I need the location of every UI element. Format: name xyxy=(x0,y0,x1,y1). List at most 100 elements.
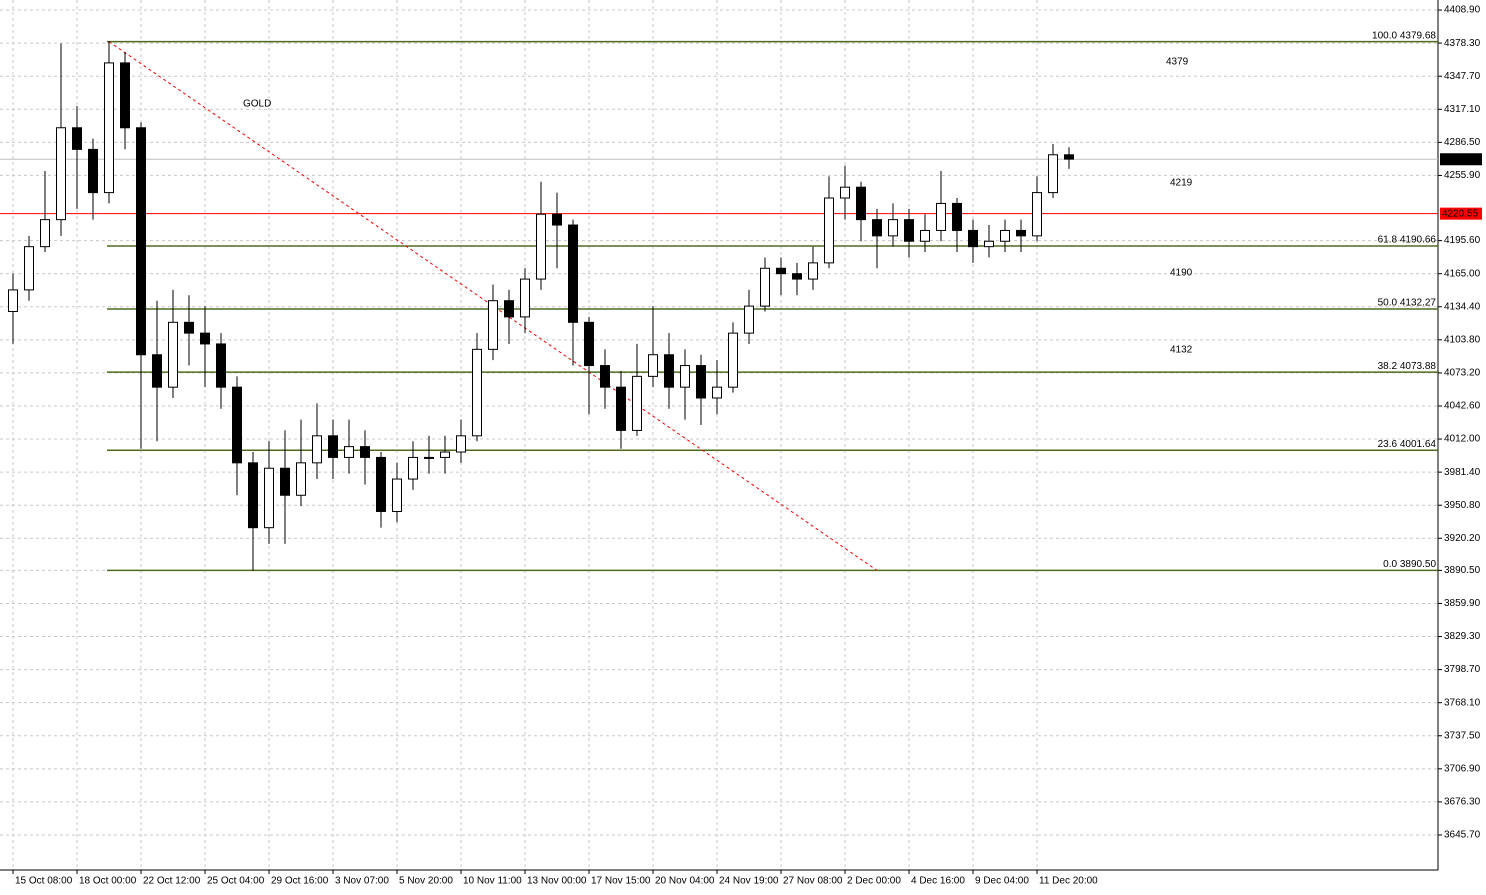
x-tick-label: 11 Dec 20:00 xyxy=(1039,876,1098,887)
candle-body xyxy=(376,456,386,512)
fib-label: 50.0 4132.27 xyxy=(1378,298,1437,309)
price-label: 4270.86 xyxy=(1442,154,1479,165)
candle-body xyxy=(488,300,498,350)
candle-body xyxy=(568,224,578,323)
candle-body xyxy=(856,186,866,221)
x-tick-label: 13 Nov 00:00 xyxy=(527,876,587,887)
price-label-box xyxy=(1440,153,1482,166)
candle-body xyxy=(344,446,354,458)
chart-title: GOLD xyxy=(243,99,271,110)
candle-body xyxy=(920,229,930,242)
x-tick-label: 4 Dec 16:00 xyxy=(911,876,965,887)
y-tick-label: 4286.50 xyxy=(1444,137,1481,148)
candle-body xyxy=(824,197,834,264)
y-tick-label: 3798.70 xyxy=(1444,664,1481,675)
candle-body xyxy=(88,148,98,194)
x-tick-label: 24 Nov 19:00 xyxy=(719,876,779,887)
x-tick-label: 22 Oct 12:00 xyxy=(143,876,201,887)
candle-body xyxy=(296,462,306,496)
candle-body xyxy=(664,354,674,388)
candle-body xyxy=(120,62,130,129)
fib-label: 100.0 4379.68 xyxy=(1372,30,1436,41)
x-tick-label: 5 Nov 20:00 xyxy=(399,876,453,887)
candle-body xyxy=(72,127,82,150)
candle-body xyxy=(776,267,786,275)
candle-body xyxy=(1064,154,1074,160)
x-tick-label: 3 Nov 07:00 xyxy=(335,876,389,887)
candle-body xyxy=(552,213,562,226)
candle-body xyxy=(968,229,978,248)
candle-body xyxy=(904,219,914,242)
candle-body xyxy=(504,300,514,318)
candle-body xyxy=(760,267,770,307)
y-tick-label: 3950.80 xyxy=(1444,500,1481,511)
y-tick-label: 4317.10 xyxy=(1444,104,1481,115)
y-tick-label: 3920.20 xyxy=(1444,533,1481,544)
candle-body xyxy=(248,462,258,529)
y-tick-label: 4347.70 xyxy=(1444,71,1481,82)
candle-body xyxy=(808,262,818,280)
candle-body xyxy=(1000,229,1010,242)
y-tick-label: 4378.30 xyxy=(1444,38,1481,49)
annotation: 4132 xyxy=(1170,345,1193,356)
annotation: 4379 xyxy=(1166,57,1189,68)
candle-body xyxy=(952,202,962,231)
candle-body xyxy=(616,386,626,431)
x-tick-label: 15 Oct 08:00 xyxy=(15,876,73,887)
annotation: 4190 xyxy=(1170,268,1193,279)
candle-body xyxy=(728,332,738,388)
x-tick-label: 25 Oct 04:00 xyxy=(207,876,265,887)
candle-body xyxy=(136,127,146,356)
x-tick-label: 27 Nov 08:00 xyxy=(783,876,843,887)
fib-label: 23.6 4001.64 xyxy=(1378,439,1437,450)
candle-body xyxy=(360,446,370,458)
candle-body xyxy=(840,186,850,199)
y-tick-label: 4255.90 xyxy=(1444,170,1481,181)
y-tick-label: 4195.60 xyxy=(1444,235,1481,246)
candle-body xyxy=(56,127,66,221)
candle-body xyxy=(936,202,946,231)
candle-body xyxy=(872,219,882,237)
y-tick-label: 4408.90 xyxy=(1444,5,1481,16)
candle-body xyxy=(408,456,418,480)
candle-body xyxy=(984,240,994,248)
candle-body xyxy=(696,365,706,399)
candle-body xyxy=(104,62,114,194)
candle-body xyxy=(312,435,322,464)
x-tick-label: 20 Nov 04:00 xyxy=(655,876,715,887)
candle-body xyxy=(1032,192,1042,237)
candle-body xyxy=(792,273,802,280)
candle-body xyxy=(680,365,690,388)
candle-body xyxy=(600,365,610,388)
y-tick-label: 4103.80 xyxy=(1444,334,1481,345)
x-tick-label: 10 Nov 11:00 xyxy=(463,876,522,887)
candle-body xyxy=(632,375,642,431)
y-tick-label: 4042.60 xyxy=(1444,401,1481,412)
y-tick-label: 4073.20 xyxy=(1444,368,1481,379)
y-tick-label: 3981.40 xyxy=(1444,467,1481,478)
candle-body xyxy=(584,321,594,367)
y-tick-label: 3737.50 xyxy=(1444,730,1481,741)
candle-body xyxy=(328,435,338,458)
candle-body xyxy=(1048,154,1058,194)
x-tick-label: 18 Oct 00:00 xyxy=(79,876,137,887)
fib-label: 38.2 4073.88 xyxy=(1378,361,1437,372)
price-label: 4220.55 xyxy=(1442,208,1479,219)
y-tick-label: 3829.30 xyxy=(1444,631,1481,642)
fib-label: 0.0 3890.50 xyxy=(1383,559,1436,570)
candle-body xyxy=(1016,229,1026,237)
candle-body xyxy=(216,343,226,388)
candle-body xyxy=(232,386,242,464)
candle-body xyxy=(440,451,450,458)
y-tick-label: 4012.00 xyxy=(1444,434,1481,445)
candle-body xyxy=(280,467,290,496)
candle-body xyxy=(648,354,658,377)
candle-body xyxy=(168,321,178,388)
candle-body xyxy=(24,246,34,291)
y-tick-label: 4165.00 xyxy=(1444,268,1481,279)
candle-body xyxy=(392,478,402,512)
x-tick-label: 2 Dec 00:00 xyxy=(847,876,901,887)
candle-body xyxy=(200,332,210,345)
